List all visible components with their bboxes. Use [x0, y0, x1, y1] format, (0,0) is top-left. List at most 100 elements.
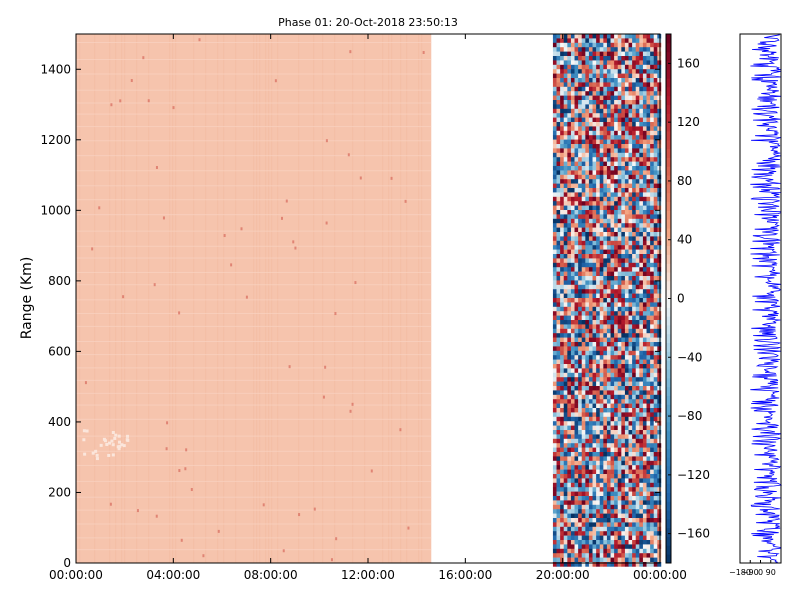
heatmap-cell [617, 236, 622, 242]
heatmap-cell [624, 315, 629, 321]
heatmap-cell [614, 183, 619, 189]
heatmap-cell [599, 284, 604, 290]
heatmap-cell [560, 170, 565, 176]
heatmap-cell [635, 359, 640, 365]
heatmap-speckle [313, 507, 316, 511]
heatmap-cell [610, 205, 615, 211]
heatmap-cell [617, 337, 622, 343]
heatmap-cell [621, 289, 626, 294]
heatmap-cell [635, 73, 640, 79]
heatmap-cell [624, 86, 629, 92]
heatmap-cell [606, 337, 611, 343]
heatmap-cell [635, 333, 640, 338]
heatmap-cell [596, 47, 601, 52]
heatmap-cell [603, 258, 608, 264]
heatmap-cell [563, 408, 568, 413]
heatmap-cell [585, 522, 590, 528]
heatmap-cell [610, 350, 615, 356]
heatmap-cell [567, 135, 572, 140]
heatmap-cell [617, 302, 622, 308]
heatmap-cell [603, 170, 608, 176]
heatmap-cell [581, 104, 586, 110]
heatmap-cell [642, 509, 647, 514]
heatmap-cell [592, 196, 597, 202]
colorbar-tick-label: 120 [677, 115, 700, 129]
heatmap-cell [617, 201, 622, 206]
heatmap-cell [581, 350, 586, 356]
heatmap-cell [632, 544, 637, 550]
heatmap-cell [606, 192, 611, 198]
heatmap-cell [581, 289, 586, 294]
heatmap-cell [585, 108, 590, 114]
heatmap-cell [617, 280, 622, 286]
heatmap-cell [560, 205, 565, 211]
heatmap-cell [585, 430, 590, 435]
heatmap-cell [560, 540, 565, 545]
heatmap-cell [621, 144, 626, 149]
y-tick-label: 1000 [40, 203, 71, 217]
heatmap-cell [635, 509, 640, 514]
heatmap-cell [657, 161, 662, 167]
heatmap-cell [624, 482, 629, 488]
heatmap-cell [639, 86, 644, 92]
heatmap-cell [606, 557, 611, 563]
heatmap-cell [621, 364, 626, 369]
heatmap-cell [606, 416, 611, 422]
heatmap-cell [567, 412, 572, 418]
heatmap-cell [596, 337, 601, 343]
heatmap-cell [621, 183, 626, 189]
heatmap-cell [646, 328, 651, 334]
heatmap-cell [599, 271, 604, 277]
heatmap-cell [567, 56, 572, 61]
heatmap-cell [556, 452, 561, 457]
heatmap-cell [639, 249, 644, 255]
heatmap-cell [650, 328, 655, 334]
heatmap-cell [567, 100, 572, 105]
heatmap-cell [603, 249, 608, 255]
heatmap-cell [556, 350, 561, 356]
heatmap-cell [635, 491, 640, 497]
heatmap-cell [567, 544, 572, 550]
heatmap-cell [610, 364, 615, 369]
heatmap-cell [635, 342, 640, 347]
heatmap-cell [621, 60, 626, 66]
heatmap-cell [606, 412, 611, 418]
heatmap-cell [552, 64, 557, 70]
heatmap-cell [567, 562, 572, 567]
heatmap-cell [552, 447, 557, 453]
heatmap-cell [642, 333, 647, 338]
heatmap-cell [560, 315, 565, 321]
heatmap-cell [653, 122, 658, 127]
heatmap-cell [610, 460, 615, 466]
heatmap-cell [606, 166, 611, 171]
heatmap-cell [614, 179, 619, 184]
heatmap-cell [621, 218, 626, 224]
heatmap-cell [646, 113, 651, 118]
heatmap-cell [567, 390, 572, 396]
heatmap-cell [603, 201, 608, 206]
heatmap-cell [657, 236, 662, 242]
heatmap-cell [650, 73, 655, 79]
heatmap-cell [610, 496, 615, 501]
heatmap-cell [563, 474, 568, 479]
heatmap-cell [610, 544, 615, 550]
heatmap-cell [657, 293, 662, 299]
heatmap-cell [567, 522, 572, 528]
heatmap-cell [570, 390, 575, 396]
heatmap-cell [596, 201, 601, 206]
heatmap-cell [621, 478, 626, 484]
heatmap-cell [653, 509, 658, 514]
heatmap-cell [578, 262, 583, 268]
heatmap-cell [650, 280, 655, 286]
heatmap-cell [657, 548, 662, 554]
heatmap-cell [578, 482, 583, 488]
heatmap-cell [596, 333, 601, 338]
heatmap-cell [552, 69, 557, 74]
heatmap-cell [610, 130, 615, 136]
heatmap-cell [606, 117, 611, 123]
heatmap-cell [614, 562, 619, 567]
heatmap-cell [599, 293, 604, 299]
heatmap-cell [552, 355, 557, 360]
heatmap-cell [632, 258, 637, 264]
heatmap-cell [621, 42, 626, 48]
